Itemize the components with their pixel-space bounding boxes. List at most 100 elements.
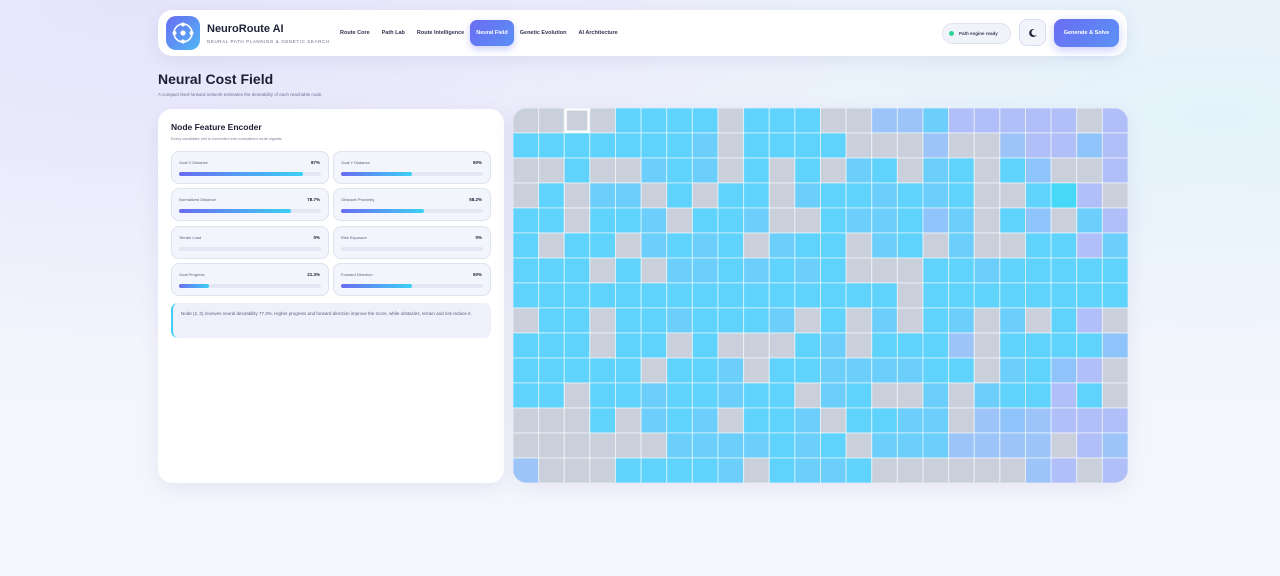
field-cell[interactable]	[1025, 357, 1052, 384]
field-cell[interactable]	[1076, 207, 1103, 234]
field-cell[interactable]	[743, 307, 770, 334]
field-cell[interactable]	[666, 257, 693, 284]
obstacle-cell[interactable]	[1050, 157, 1078, 184]
field-cell[interactable]	[538, 307, 565, 334]
field-cell[interactable]	[1050, 357, 1078, 384]
obstacle-cell[interactable]	[922, 232, 950, 259]
field-cell[interactable]	[820, 357, 847, 384]
field-cell[interactable]	[896, 332, 924, 359]
field-cell[interactable]	[973, 282, 1001, 309]
obstacle-cell[interactable]	[973, 332, 1001, 359]
obstacle-cell[interactable]	[538, 407, 565, 434]
field-cell[interactable]	[820, 132, 847, 159]
field-cell[interactable]	[513, 132, 540, 159]
obstacle-cell[interactable]	[513, 432, 540, 459]
field-cell[interactable]	[717, 257, 745, 284]
nav-route-core[interactable]: Route Core	[340, 30, 370, 36]
field-cell[interactable]	[845, 157, 873, 184]
obstacle-cell[interactable]	[794, 207, 821, 234]
obstacle-cell[interactable]	[896, 157, 924, 184]
field-cell[interactable]	[538, 357, 565, 384]
field-cell[interactable]	[948, 232, 975, 259]
field-cell[interactable]	[871, 157, 898, 184]
field-cell[interactable]	[513, 332, 540, 359]
field-cell[interactable]	[922, 307, 950, 334]
field-cell[interactable]	[948, 207, 975, 234]
field-cell[interactable]	[563, 307, 591, 334]
field-cell[interactable]	[1076, 132, 1103, 159]
obstacle-cell[interactable]	[615, 407, 642, 434]
obstacle-cell[interactable]	[666, 332, 693, 359]
field-cell[interactable]	[666, 132, 693, 159]
field-cell[interactable]	[743, 108, 770, 134]
obstacle-cell[interactable]	[948, 382, 975, 409]
field-cell[interactable]	[717, 282, 745, 309]
field-cell[interactable]	[820, 307, 847, 334]
field-cell[interactable]	[973, 407, 1001, 434]
field-cell[interactable]	[1025, 382, 1052, 409]
field-cell[interactable]	[1101, 257, 1128, 284]
obstacle-cell[interactable]	[589, 157, 616, 184]
field-cell[interactable]	[615, 382, 642, 409]
field-cell[interactable]	[1050, 282, 1078, 309]
field-cell[interactable]	[794, 357, 821, 384]
field-cell[interactable]	[871, 432, 898, 459]
obstacle-cell[interactable]	[896, 307, 924, 334]
field-cell[interactable]	[666, 307, 693, 334]
field-cell[interactable]	[640, 332, 668, 359]
field-cell[interactable]	[820, 232, 847, 259]
field-cell[interactable]	[871, 332, 898, 359]
obstacle-cell[interactable]	[589, 108, 616, 134]
field-cell[interactable]	[615, 257, 642, 284]
obstacle-cell[interactable]	[896, 282, 924, 309]
field-cell[interactable]	[948, 307, 975, 334]
field-cell[interactable]	[666, 157, 693, 184]
field-cell[interactable]	[743, 157, 770, 184]
obstacle-cell[interactable]	[1050, 432, 1078, 459]
app-logo[interactable]	[166, 16, 200, 50]
field-cell[interactable]	[1025, 282, 1052, 309]
field-cell[interactable]	[999, 257, 1026, 284]
field-cell[interactable]	[513, 257, 540, 284]
field-cell[interactable]	[1025, 457, 1052, 483]
field-cell[interactable]	[615, 207, 642, 234]
obstacle-cell[interactable]	[717, 332, 745, 359]
field-cell[interactable]	[1101, 282, 1128, 309]
field-cell[interactable]	[1025, 132, 1052, 159]
field-cell[interactable]	[922, 432, 950, 459]
obstacle-cell[interactable]	[999, 457, 1026, 483]
field-cell[interactable]	[948, 157, 975, 184]
field-cell[interactable]	[1101, 132, 1128, 159]
obstacle-cell[interactable]	[717, 157, 745, 184]
field-cell[interactable]	[666, 407, 693, 434]
field-cell[interactable]	[922, 407, 950, 434]
field-cell[interactable]	[1076, 182, 1103, 209]
obstacle-cell[interactable]	[743, 232, 770, 259]
theme-toggle-button[interactable]	[1019, 19, 1046, 46]
field-cell[interactable]	[691, 457, 719, 483]
obstacle-cell[interactable]	[640, 182, 668, 209]
field-cell[interactable]	[691, 257, 719, 284]
obstacle-cell[interactable]	[513, 407, 540, 434]
field-cell[interactable]	[1076, 357, 1103, 384]
field-cell[interactable]	[1025, 432, 1052, 459]
field-cell[interactable]	[1101, 457, 1128, 483]
obstacle-cell[interactable]	[896, 382, 924, 409]
obstacle-cell[interactable]	[999, 232, 1026, 259]
obstacle-cell[interactable]	[768, 157, 796, 184]
obstacle-cell[interactable]	[1076, 457, 1103, 483]
obstacle-cell[interactable]	[513, 157, 540, 184]
field-cell[interactable]	[820, 257, 847, 284]
field-cell[interactable]	[1050, 457, 1078, 483]
field-cell[interactable]	[896, 182, 924, 209]
field-cell[interactable]	[1025, 257, 1052, 284]
field-cell[interactable]	[743, 382, 770, 409]
obstacle-cell[interactable]	[640, 357, 668, 384]
field-cell[interactable]	[538, 382, 565, 409]
field-cell[interactable]	[717, 182, 745, 209]
obstacle-cell[interactable]	[513, 307, 540, 334]
obstacle-cell[interactable]	[691, 182, 719, 209]
obstacle-cell[interactable]	[896, 457, 924, 483]
field-cell[interactable]	[820, 382, 847, 409]
field-cell[interactable]	[948, 182, 975, 209]
